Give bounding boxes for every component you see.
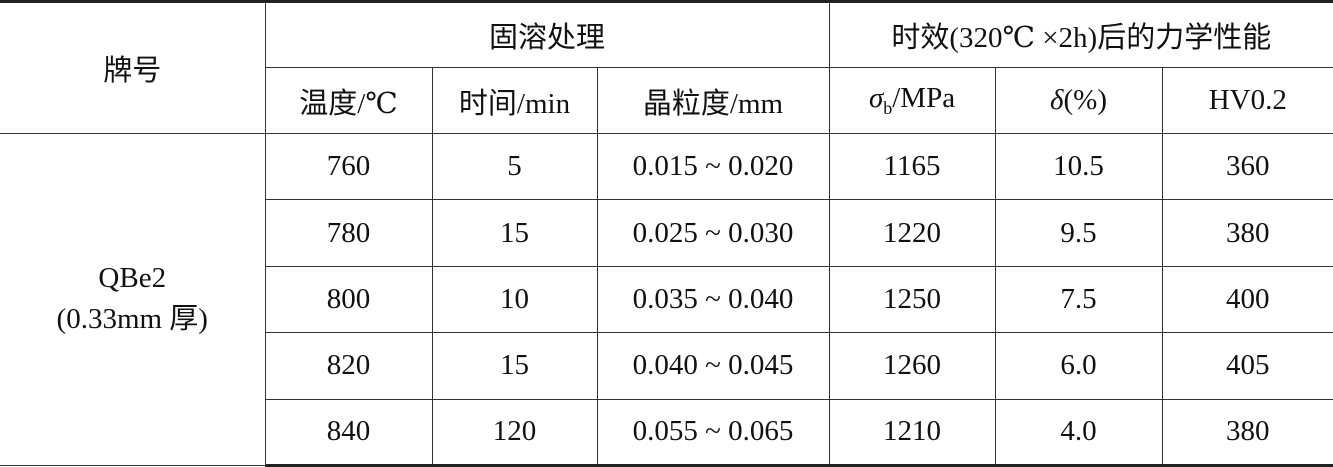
- column-header: δ(%): [994, 67, 1163, 134]
- cell: 15: [431, 199, 598, 267]
- cell: 0.040 ~ 0.045: [596, 332, 830, 400]
- grade-note: (0.33mm 厚): [56, 303, 208, 335]
- cell: 840: [265, 398, 433, 467]
- cell: 360: [1161, 132, 1333, 201]
- cell: 380: [1161, 398, 1333, 467]
- data-row: 840 120 0.055 ~ 0.065 1210 4.0 380: [0, 398, 1333, 467]
- column-header: 温度/℃: [265, 67, 433, 134]
- column-header: HV0.2: [1161, 67, 1333, 134]
- grade-name: QBe2: [98, 262, 167, 294]
- cell: 1165: [828, 132, 996, 201]
- data-row: 780 15 0.025 ~ 0.030 1220 9.5 380: [0, 199, 1333, 267]
- cell: 10: [431, 265, 598, 334]
- cell: 400: [1161, 265, 1333, 334]
- data-row: QBe2 (0.33mm 厚) 760 5 0.015 ~ 0.020 1165 10.5 3…: [0, 132, 1333, 466]
- cell: 4.0: [994, 398, 1163, 467]
- cell: 1260: [828, 332, 996, 400]
- symbol: σ: [868, 82, 884, 115]
- grade-cell: QBe2 (0.33mm 厚): [0, 133, 266, 466]
- cell: 10.5: [994, 132, 1163, 201]
- cell: 760: [264, 132, 433, 201]
- column-header: 时间/min: [431, 67, 598, 134]
- cell: 780: [265, 199, 433, 267]
- table-body: QBe2 (0.33mm 厚) 760 5 0.015 ~ 0.020 1165 10.5 3…: [0, 132, 1333, 467]
- cell: 0.015 ~ 0.020: [596, 132, 830, 201]
- cell: 15: [431, 332, 598, 400]
- cell: 9.5: [994, 199, 1163, 267]
- group-header: 固溶处理: [264, 0, 830, 68]
- cell: 0.035 ~ 0.040: [596, 265, 830, 334]
- cell: 0.025 ~ 0.030: [596, 199, 830, 267]
- cell: 800: [265, 265, 433, 334]
- cell: 5: [431, 132, 598, 201]
- unit: (%): [1063, 84, 1107, 116]
- symbol: δ: [1050, 84, 1064, 116]
- header-row: 牌号 固溶处理 时效(320℃ ×2h)后的力学性能: [0, 0, 1333, 134]
- column-header: σb/MPa: [828, 67, 996, 134]
- cell: 7.5: [994, 265, 1163, 334]
- grade-header: 牌号: [0, 0, 266, 134]
- cell: 405: [1161, 332, 1333, 400]
- unit: /MPa: [892, 82, 956, 115]
- cell: 6.0: [994, 332, 1163, 400]
- cell: 1250: [828, 265, 996, 334]
- cell: 1220: [828, 199, 996, 267]
- cell: 1210: [828, 398, 996, 467]
- subscript: b: [883, 97, 893, 118]
- group-header: 时效(320℃ ×2h)后的力学性能: [828, 0, 1333, 68]
- column-header: 晶粒度/mm: [596, 67, 830, 134]
- cell: 380: [1161, 199, 1333, 267]
- cell: 820: [265, 332, 433, 400]
- data-row: 800 10 0.035 ~ 0.040 1250 7.5 400: [0, 265, 1333, 334]
- cell: 120: [431, 398, 598, 467]
- header-row: 温度/℃ 时间/min 晶粒度/mm σb/MPa δ(%) HV0.2: [0, 67, 1333, 134]
- data-row: 820 15 0.040 ~ 0.045 1260 6.0 405: [0, 332, 1333, 400]
- cell: 0.055 ~ 0.065: [596, 398, 830, 467]
